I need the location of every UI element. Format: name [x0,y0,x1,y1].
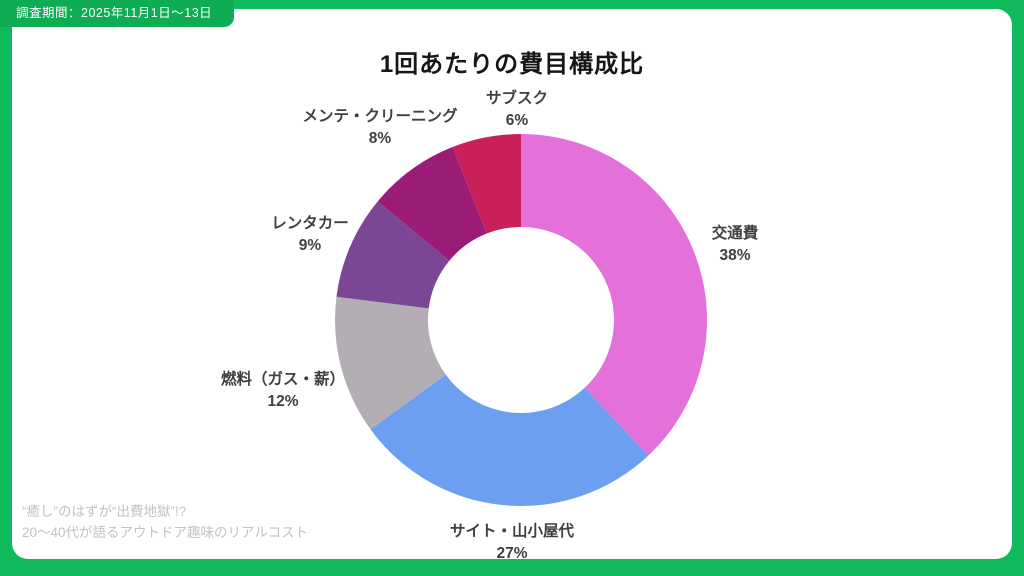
footer-line-1: “癒し”のはずが“出費地獄”!? [22,504,187,519]
footer-line-2: 20〜40代が語るアウトドア趣味のリアルコスト [22,525,309,540]
donut-slice [335,296,446,430]
donut-slice [377,147,487,261]
donut-slice [521,134,708,456]
donut-slice [452,134,521,234]
survey-period-tab: 調査期間：2025年11月1日〜13日 [0,0,235,27]
donut-slice [336,201,450,309]
footer-note: “癒し”のはずが“出費地獄”!? 20〜40代が語るアウトドア趣味のリアルコスト [22,501,308,543]
content-card: 1回あたりの費目構成比 交通費 38% サイト・山小屋代 27% 燃料（ガス・薪） 12%… [12,9,1012,562]
chart-title: 1回あたりの費目構成比 [379,51,645,78]
donut-slice [370,374,649,507]
donut-chart [335,134,708,507]
